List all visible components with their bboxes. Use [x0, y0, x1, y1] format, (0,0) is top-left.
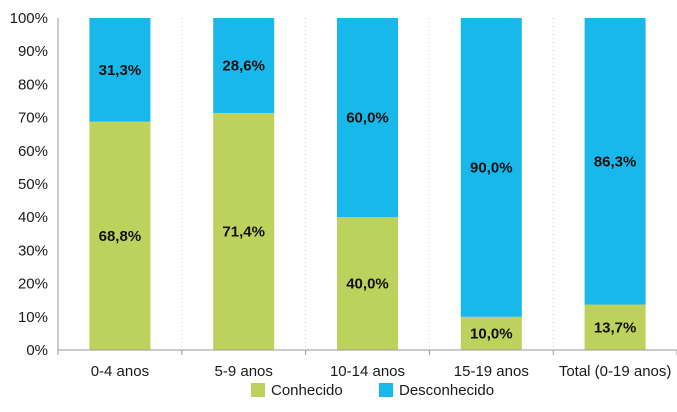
y-tick-label: 20%: [18, 276, 48, 293]
data-label: 31,3%: [99, 62, 142, 79]
axis-layer: 0% 10% 20% 30% 40% 50% 60% 70% 80% 90% 100% 0-4 ano…: [10, 10, 677, 380]
bar-segment-conhecido: [89, 121, 151, 350]
bar-segment-conhecido: [337, 217, 398, 350]
y-tick-label: 100%: [10, 10, 48, 27]
y-tick-label: 60%: [18, 143, 48, 160]
legend-swatch: [251, 383, 265, 397]
legend: Conhecido Desconhecido: [251, 382, 494, 399]
data-label: 13,7%: [594, 319, 637, 336]
bar-segment-conhecido: [460, 316, 522, 350]
y-tick-label: 10%: [18, 309, 48, 326]
bar-segment-desconhecido: [460, 18, 522, 317]
y-tick-label: 40%: [18, 209, 48, 226]
bar-segment-desconhecido: [213, 18, 275, 113]
data-label: 71,4%: [222, 223, 265, 240]
legend-swatch: [379, 383, 393, 397]
bar-segment-desconhecido: [337, 18, 398, 218]
x-tick-label: 5-9 anos: [215, 363, 273, 380]
bars-layer: 68,8% 31,3% 71,4% 28,6% 40,0% 60,0% 10,0% 90,0%…: [89, 18, 646, 351]
bar-segment-desconhecido: [89, 18, 151, 122]
data-label: 10,0%: [470, 325, 513, 342]
data-label: 90,0%: [470, 159, 513, 176]
y-tick-label: 30%: [18, 242, 48, 259]
x-tick-label: 10-14 anos: [330, 363, 405, 380]
grid-layer: [181, 18, 554, 350]
data-label: 28,6%: [222, 57, 265, 74]
x-tick-label: Total (0-19 anos): [559, 363, 672, 380]
data-label: 68,8%: [99, 228, 142, 245]
data-label: 40,0%: [346, 276, 389, 293]
y-tick-label: 90%: [18, 43, 48, 60]
bar-segment-conhecido: [213, 112, 275, 351]
y-tick-label: 50%: [18, 176, 48, 193]
bar-segment-conhecido: [584, 304, 646, 350]
y-tick-label: 70%: [18, 110, 48, 127]
data-label: 60,0%: [346, 110, 389, 127]
x-tick-label: 0-4 anos: [91, 363, 149, 380]
bar-segment-desconhecido: [584, 18, 646, 305]
data-label: 86,3%: [594, 153, 637, 170]
y-tick-label: 80%: [18, 76, 48, 93]
legend-label: Conhecido: [271, 382, 343, 399]
legend-label: Desconhecido: [399, 382, 494, 399]
x-tick-label: 15-19 anos: [454, 363, 529, 380]
y-tick-label: 0%: [26, 342, 48, 359]
